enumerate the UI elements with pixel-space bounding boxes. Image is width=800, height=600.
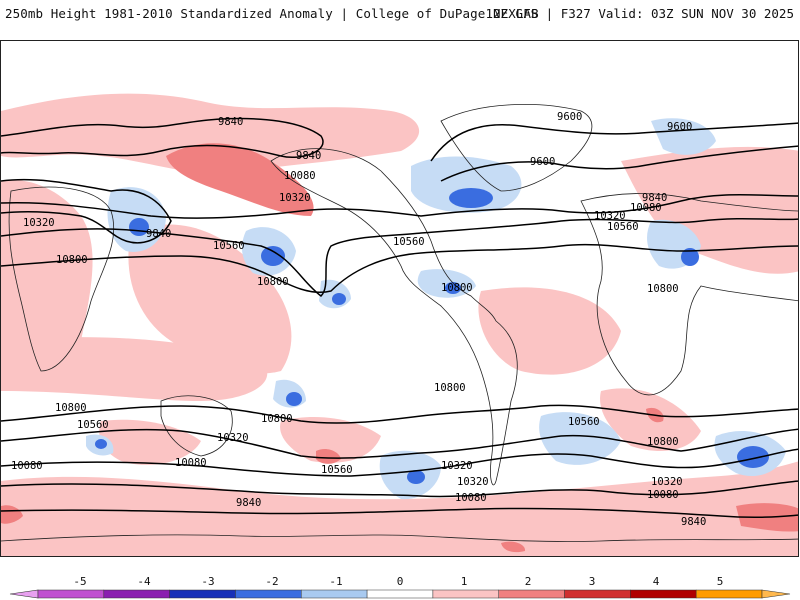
continent-outlines xyxy=(1,104,798,542)
colorbar-swatch xyxy=(695,589,763,599)
colorbar-tick-label: -4 xyxy=(137,575,151,588)
contour-label: 9840 xyxy=(236,497,261,509)
positive-anomaly-shading xyxy=(1,93,798,556)
contour-label: 10080 xyxy=(284,170,316,182)
contour-label-group: 9840 9840 10080 10320 10320 9840 10800 1… xyxy=(11,111,706,528)
map-title: 250mb Height 1981-2010 Standardized Anom… xyxy=(5,6,539,21)
colorbar-left-arrow xyxy=(9,589,39,599)
contour-label: 10800 xyxy=(441,282,473,294)
contour-label: 10080 xyxy=(630,202,662,214)
contour-label: 10800 xyxy=(261,413,293,425)
colorbar: -5 -4 -3 -2 -1 0 1 2 3 4 5 xyxy=(9,575,791,599)
colorbar-swatch xyxy=(235,589,302,599)
colorbar-swatch xyxy=(366,589,434,599)
colorbar-swatch xyxy=(630,589,697,599)
contour-label: 10320 xyxy=(441,460,473,472)
colorbar-ticks: -5 -4 -3 -2 -1 0 1 2 3 4 5 xyxy=(73,575,723,588)
colorbar-tick-label: -5 xyxy=(73,575,86,588)
contour-label: 9840 xyxy=(681,516,706,528)
header: 250mb Height 1981-2010 Standardized Anom… xyxy=(0,0,800,28)
colorbar-swatch xyxy=(103,589,170,599)
contour-label: 10320 xyxy=(217,432,249,444)
contour-label: 10800 xyxy=(647,436,679,448)
colorbar-swatch xyxy=(301,589,368,599)
contour-label: 9840 xyxy=(146,228,171,240)
map-panel: 9840 9840 10080 10320 10320 9840 10800 1… xyxy=(0,40,799,557)
contour-label: 10800 xyxy=(56,254,88,266)
colorbar-swatch xyxy=(37,589,105,599)
contour-label: 10560 xyxy=(607,221,639,233)
contour-label: 9600 xyxy=(557,111,582,123)
contour-label: 10560 xyxy=(568,416,600,428)
contour-label: 9600 xyxy=(530,156,555,168)
contour-label: 10080 xyxy=(455,492,487,504)
contour-label: 10320 xyxy=(279,192,311,204)
colorbar-tick-label: 4 xyxy=(653,575,660,588)
contour-label: 10080 xyxy=(11,460,43,472)
contour-label: 10560 xyxy=(393,236,425,248)
contour-label: 9840 xyxy=(218,116,243,128)
contour-label: 9600 xyxy=(667,121,692,133)
colorbar-swatch xyxy=(169,589,236,599)
contour-label: 10800 xyxy=(647,283,679,295)
colorbar-tick-label: -3 xyxy=(201,575,214,588)
contour-label: 10320 xyxy=(23,217,55,229)
contour-label: 10320 xyxy=(651,476,683,488)
contour-label: 10800 xyxy=(257,276,289,288)
contour-label: 10560 xyxy=(321,464,353,476)
contour-label: 10800 xyxy=(55,402,87,414)
contour-label: 10800 xyxy=(434,382,466,394)
colorbar-tick-label: -2 xyxy=(265,575,278,588)
contour-label: 10560 xyxy=(77,419,109,431)
colorbar-swatch xyxy=(432,589,499,599)
colorbar-tick-label: 1 xyxy=(461,575,468,588)
contour-label: 10080 xyxy=(175,457,207,469)
colorbar-swatches xyxy=(37,589,763,599)
contour-label: 9840 xyxy=(296,150,321,162)
contour-label: 10080 xyxy=(647,489,679,501)
colorbar-swatch xyxy=(564,589,631,599)
colorbar-tick-label: 3 xyxy=(589,575,596,588)
negative-anomaly-shading xyxy=(86,118,786,500)
contour-label: 10320 xyxy=(457,476,489,488)
contour-label: 10320 xyxy=(594,210,626,222)
map-svg: 9840 9840 10080 10320 10320 9840 10800 1… xyxy=(1,93,798,556)
contour-label: 9840 xyxy=(642,192,667,204)
colorbar-tick-label: -1 xyxy=(329,575,342,588)
contour-label: 10560 xyxy=(213,240,245,252)
colorbar-tick-label: 2 xyxy=(525,575,532,588)
colorbar-tick-label: 5 xyxy=(717,575,724,588)
colorbar-right-arrow xyxy=(761,589,791,599)
colorbar-tick-label: 0 xyxy=(397,575,404,588)
strong-negative-anomaly xyxy=(95,188,769,484)
height-contours xyxy=(1,117,798,519)
colorbar-swatch xyxy=(498,589,565,599)
model-valid-time: 12Z GFS | F327 Valid: 03Z SUN NOV 30 202… xyxy=(485,6,794,21)
